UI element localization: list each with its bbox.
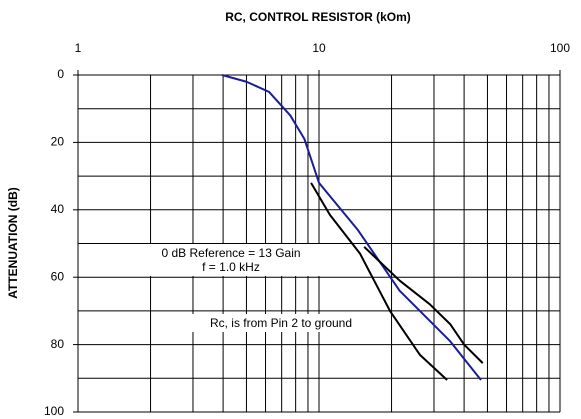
y-tick-label: 60	[51, 269, 65, 283]
y-axis-label: ATTENUATION (dB)	[6, 187, 20, 299]
y-tick-label: 0	[57, 67, 64, 81]
x-tick-label: 10	[312, 41, 326, 55]
annotation: 0 dB Reference = 13 Gain	[161, 246, 300, 260]
y-tick-label: 100	[44, 404, 64, 418]
annotation-box	[188, 314, 374, 332]
y-tick-label: 20	[51, 135, 65, 149]
curve	[363, 246, 484, 364]
annotations: 0 dB Reference = 13 Gain f = 1.0 kHz Rc,…	[140, 244, 374, 332]
lines	[221, 74, 484, 381]
x-tick-label: 1	[75, 41, 82, 55]
curve	[221, 74, 482, 381]
y-tick-label: 40	[51, 202, 65, 216]
grid: 1 10 100 0 20 40 60 80 100	[44, 41, 570, 418]
chart-title: RC, CONTROL RESISTOR (kOm)	[225, 10, 411, 24]
curve	[310, 182, 448, 381]
annotation: f = 1.0 kHz	[202, 260, 260, 274]
annotation: Rc, is from Pin 2 to ground	[210, 316, 352, 330]
x-tick-label: 100	[550, 41, 570, 55]
y-tick-label: 80	[51, 337, 65, 351]
annotation-box	[140, 244, 322, 276]
